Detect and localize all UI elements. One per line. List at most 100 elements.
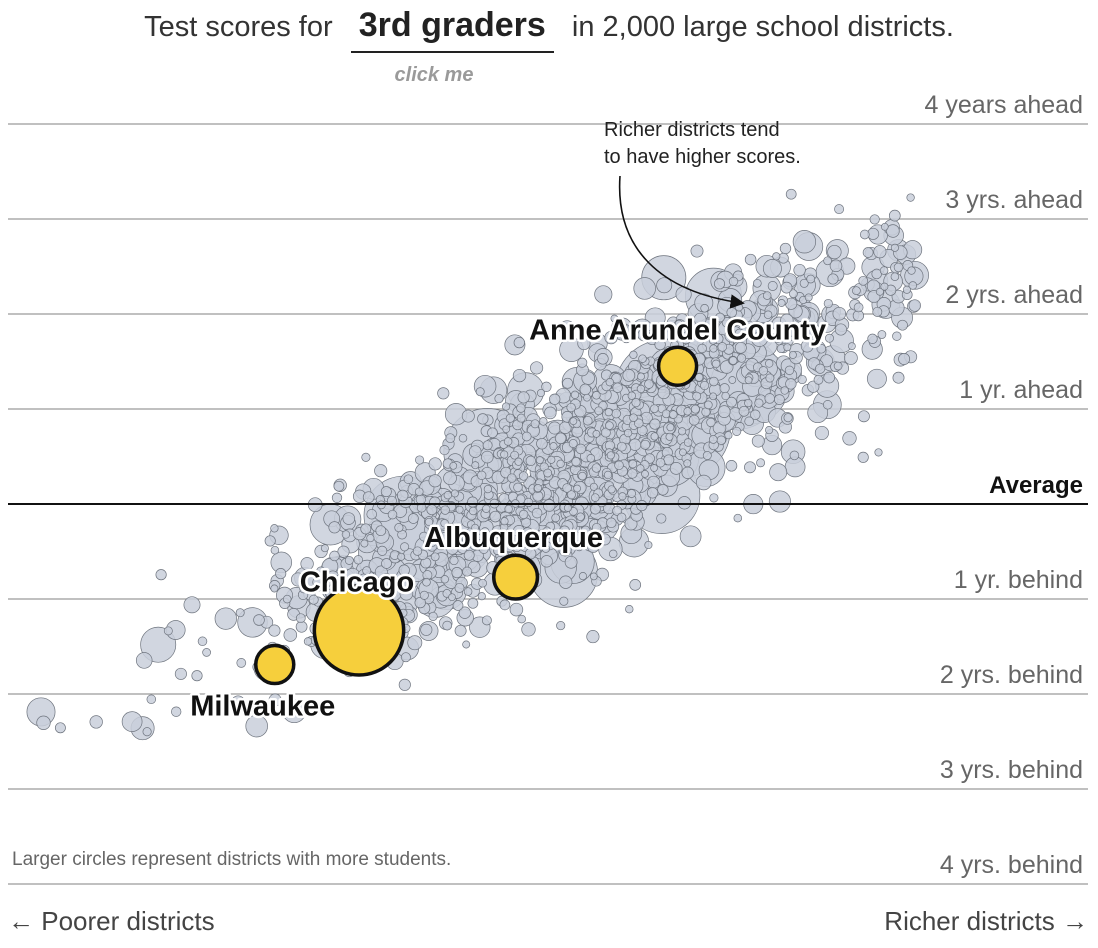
district-point [502,402,511,411]
district-point [512,542,522,553]
district-point [605,421,614,430]
district-point [762,259,782,278]
district-point [575,542,584,552]
district-point [774,394,785,405]
district-point [610,314,619,323]
district-point [566,490,576,500]
district-point [209,705,220,717]
district-point [647,475,661,489]
district-point [603,470,613,480]
district-point [333,480,345,492]
district-point [715,312,725,323]
district-point [908,299,921,312]
highlighted-district-point[interactable] [312,583,406,677]
district-point [693,312,707,326]
highlighted-district-point[interactable] [254,643,296,686]
district-point [823,371,836,384]
district-point [724,431,733,440]
district-point [627,468,638,479]
click-hint[interactable]: click me [394,64,474,86]
district-point [467,597,479,609]
district-point [880,282,889,291]
district-point [541,381,552,392]
district-point [586,454,596,463]
district-point [888,209,901,222]
district-point [551,513,561,523]
district-point [475,387,485,397]
highlighted-district-point[interactable] [656,345,699,387]
district-point [361,452,371,462]
district-point [445,433,456,444]
district-point [700,304,709,313]
district-point [737,353,747,363]
district-point [377,545,388,556]
district-point [612,382,623,393]
district-point [316,566,326,576]
y-tick-label: 2 yrs. behind [940,661,1083,689]
district-point [366,508,377,520]
district-point [906,193,915,202]
district-point [362,566,372,576]
district-point [661,409,671,419]
district-point [426,504,438,516]
district-point [592,391,601,400]
district-point [245,714,268,738]
district-label: Anne Arundel County [529,314,826,346]
district-point [700,380,710,391]
district-point [577,357,588,368]
district-point [683,438,693,447]
district-point [479,544,489,554]
district-point [656,513,667,524]
y-tick-label: Average [989,472,1083,499]
district-point [746,325,755,334]
district-point [751,434,765,448]
district-point [403,474,414,484]
district-point [765,426,774,435]
district-point [282,594,292,604]
highlighted-district-point[interactable] [491,553,540,601]
footnote: Larger circles represent districts with … [12,849,452,870]
district-point [902,285,911,294]
annotation-line: Richer districts tend [604,119,780,141]
district-point [366,534,375,543]
district-point [784,365,795,375]
annotation-arrow [618,175,745,309]
district-point [783,413,793,423]
district-point [525,455,536,466]
district-point [702,451,712,460]
district-point [690,404,700,414]
district-point [235,608,245,618]
district-point [308,594,319,605]
district-point [264,535,276,547]
district-point [549,442,558,451]
district-point [636,384,646,394]
district-point [591,493,600,502]
district-point [270,545,280,555]
district-point [604,408,613,417]
district-point [907,266,916,275]
district-point [299,584,309,594]
district-point [446,542,459,555]
district-point [558,535,568,545]
district-point [303,637,313,646]
district-point [451,530,460,539]
grade-selector[interactable]: 3rd graders [350,6,554,53]
district-point [788,350,797,359]
district-point [174,667,187,680]
district-point [733,513,743,523]
district-point [562,377,574,389]
district-point [683,459,692,468]
district-point [607,485,616,494]
district-point [514,457,523,466]
district-point [502,425,511,434]
district-point [897,319,908,331]
district-point [765,373,775,383]
district-point [142,727,152,737]
district-point [140,626,177,663]
district-point [440,575,449,584]
district-point [547,455,556,464]
district-point [786,325,798,337]
district-point [536,437,548,450]
district-point [549,393,561,405]
